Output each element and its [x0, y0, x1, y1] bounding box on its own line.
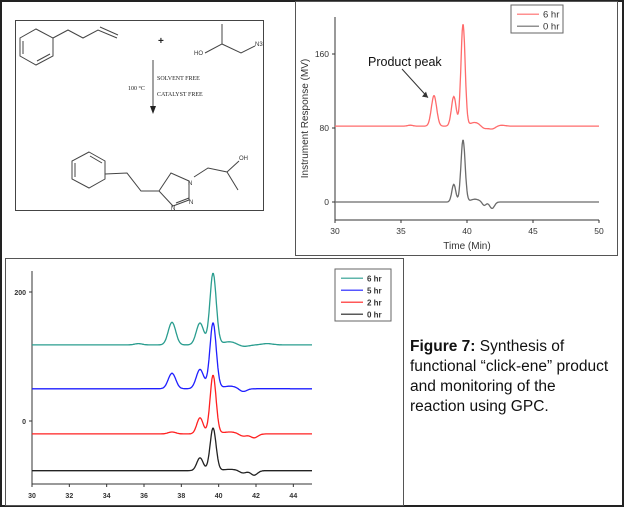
gpc-chart-top-svg: 30 35 40 45 50 0 80 160 Time (Min) Instrument Res… — [300, 4, 604, 252]
azide-label: N3 — [255, 42, 263, 48]
series-line-6hr — [335, 24, 599, 130]
x-tick-label: 36 — [140, 493, 148, 500]
series-line-5hr — [32, 322, 312, 393]
figure-caption: Figure 7: Synthesis of functional “click… — [410, 337, 615, 417]
x-tick-label: 42 — [252, 493, 260, 500]
benzene-ring — [71, 151, 106, 189]
y-tick-label: 0 — [22, 419, 26, 426]
arrow-head-icon — [150, 106, 156, 114]
x-tick-label: 38 — [177, 493, 185, 500]
x-tick-label: 40 — [462, 226, 472, 236]
x-tick-label: 50 — [594, 226, 604, 236]
series-line-0hr — [32, 427, 312, 476]
series-line-0hr — [335, 139, 599, 210]
temperature-label: 100 °C — [128, 85, 145, 92]
gpc-chart-top: 30 35 40 45 50 0 80 160 Time (Min) Instrument Res… — [295, 1, 618, 256]
y-tick-label: 200 — [14, 290, 26, 297]
legend-label: 6 hr — [543, 10, 559, 21]
n-label: N — [171, 206, 175, 210]
annotation-arrow — [401, 68, 429, 98]
legend-box — [334, 268, 392, 322]
caption-text: Synthesis of functional “click-ene” prod… — [410, 338, 609, 415]
y-tick-label: 80 — [320, 123, 330, 133]
series-line-6hr — [32, 272, 312, 347]
x-tick-label: 45 — [528, 226, 538, 236]
x-tick-label: 34 — [103, 493, 111, 500]
x-tick-label: 30 — [330, 226, 340, 236]
annotation-product-peak: Product peak — [368, 55, 442, 69]
n-label: N — [189, 200, 193, 206]
legend-label: 2 hr — [367, 299, 382, 308]
y-tick-label: 0 — [324, 197, 329, 207]
n-label: N — [188, 181, 192, 187]
plus-sign: + — [158, 36, 164, 47]
x-tick-label: 30 — [28, 493, 36, 500]
x-tick-label: 32 — [65, 493, 73, 500]
legend-label: 6 hr — [367, 275, 382, 284]
legend-label: 5 hr — [367, 287, 382, 296]
x-tick-label: 40 — [215, 493, 223, 500]
condition-solvent-free: SOLVENT FREE — [157, 76, 200, 82]
reaction-scheme: + HO N3 100 °C SOLVENT FREE CATALYST FRE… — [15, 20, 264, 212]
gpc-chart-bottom: 30 32 34 36 38 40 42 44 0 200 6 hr 5 hr 2 hr 0 hr — [5, 258, 404, 506]
condition-catalyst-free: CATALYST FREE — [157, 92, 203, 98]
y-tick-label: 160 — [315, 49, 329, 59]
legend-box — [510, 4, 564, 34]
reaction-scheme-drawing: + HO N3 100 °C SOLVENT FREE CATALYST FRE… — [19, 24, 263, 212]
x-tick-label: 35 — [396, 226, 406, 236]
x-axis-label: Time (Min) — [443, 241, 490, 252]
legend-label: 0 hr — [543, 22, 559, 33]
benzene-ring — [19, 28, 54, 66]
series-line-2hr — [32, 374, 312, 439]
gpc-chart-bottom-svg: 30 32 34 36 38 40 42 44 0 200 6 hr 5 hr 2 hr 0 hr — [14, 268, 392, 500]
ho-label: HO — [194, 51, 203, 57]
y-axis-label: Instrument Response (MV) — [300, 59, 311, 179]
legend-label: 0 hr — [367, 311, 382, 320]
arrow-head-icon — [422, 91, 428, 98]
oh-label: OH — [239, 156, 248, 162]
x-tick-label: 44 — [289, 493, 297, 500]
caption-label: Figure 7: — [410, 338, 476, 355]
